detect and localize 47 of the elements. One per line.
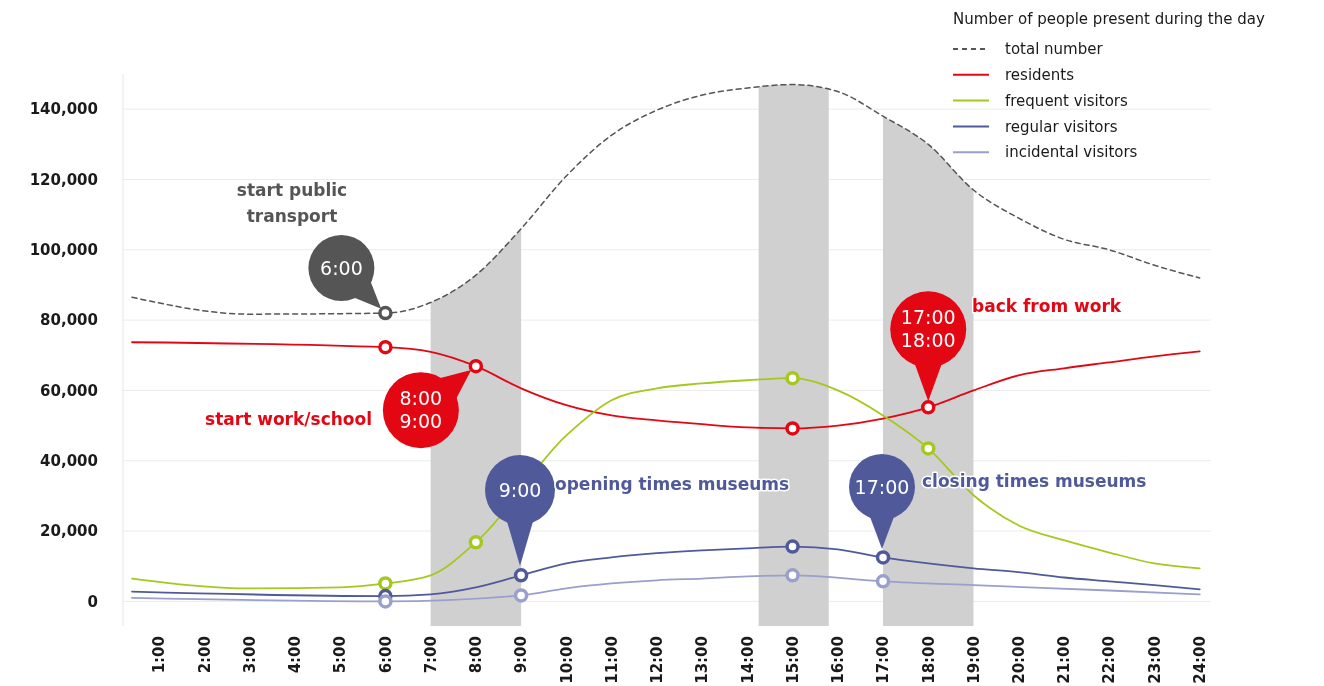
x-tick-label: 17:00	[874, 636, 893, 684]
y-tick-label: 40,000	[40, 452, 98, 470]
x-tick-label: 8:00	[467, 636, 486, 674]
x-tick-label: 22:00	[1100, 636, 1119, 684]
annotation: 8:00 9:00	[399, 387, 443, 433]
x-tick-label: 16:00	[829, 636, 848, 684]
legend-title: Number of people present during the day	[953, 10, 1265, 28]
y-tick-label: 0	[87, 592, 98, 611]
legend-label: frequent visitors	[1005, 91, 1129, 110]
annotation: opening times museums	[555, 474, 790, 494]
x-tick-label: 15:00	[783, 636, 802, 684]
x-tick-label: 10:00	[557, 636, 576, 684]
y-tick-label: 120,000	[29, 170, 98, 189]
annotation: 6:00	[320, 256, 363, 279]
x-tick-label: 6:00	[376, 636, 395, 674]
legend-label: incidental visitors	[1005, 143, 1138, 162]
x-tick-label: 18:00	[919, 636, 938, 684]
x-tick-label: 4:00	[286, 636, 305, 674]
y-tick-label: 100,000	[29, 241, 98, 260]
x-tick-label: 23:00	[1145, 636, 1164, 684]
annotation: 17:00	[854, 475, 910, 498]
legend-label: total number	[1005, 40, 1104, 59]
x-tick-label: 21:00	[1055, 636, 1074, 684]
x-tick-label: 14:00	[738, 636, 757, 684]
annotation: 17:00 18:00	[900, 306, 956, 352]
x-tick-label: 11:00	[602, 636, 621, 684]
y-tick-label: 20,000	[40, 522, 98, 541]
x-tick-label: 3:00	[240, 636, 259, 674]
x-tick-label: 24:00	[1190, 636, 1209, 684]
y-tick-label: 80,000	[40, 311, 98, 330]
x-tick-label: 13:00	[693, 636, 712, 684]
x-tick-label: 1:00	[150, 636, 169, 674]
x-tick-label: 19:00	[964, 636, 983, 684]
annotation: 9:00	[498, 478, 542, 501]
y-tick-label: 140,000	[29, 100, 98, 119]
x-tick-label: 2:00	[195, 636, 214, 674]
x-tick-label: 7:00	[421, 636, 440, 674]
legend-label: residents	[1005, 66, 1075, 85]
x-tick-label: 20:00	[1009, 636, 1028, 684]
x-tick-label: 12:00	[648, 636, 667, 684]
x-tick-label: 9:00	[512, 636, 531, 674]
x-tick-label: 5:00	[331, 636, 350, 674]
y-tick-label: 60,000	[40, 381, 98, 400]
legend-label: regular visitors	[1005, 117, 1118, 136]
annotation: back from work	[972, 296, 1122, 316]
annotation: start work/school	[205, 409, 372, 429]
annotation: start public transport	[236, 180, 348, 226]
